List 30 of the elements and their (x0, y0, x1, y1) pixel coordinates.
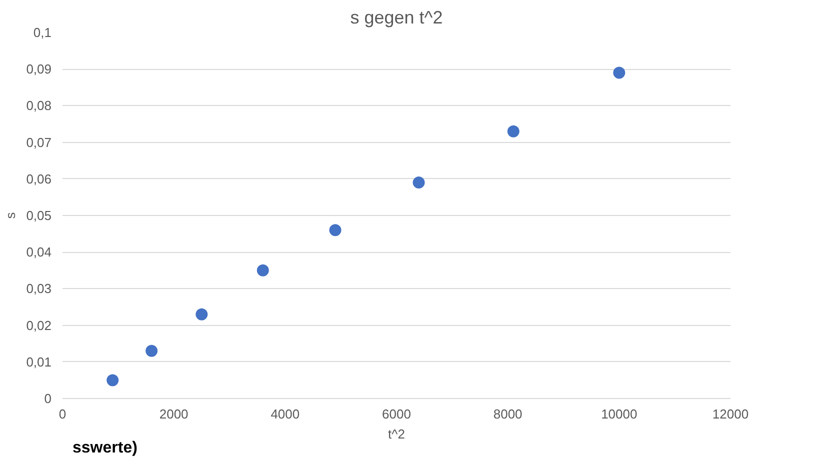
x-tick-label: 4000 (270, 406, 300, 422)
x-tick-label: 8000 (493, 406, 522, 422)
x-tick-label: 12000 (712, 406, 749, 422)
y-tick-label: 0,05 (26, 208, 52, 223)
point (329, 224, 342, 236)
point (196, 308, 208, 320)
point (507, 125, 520, 138)
y-tick-label: 0,02 (26, 318, 52, 333)
y-tick-label: 0,09 (26, 62, 52, 77)
x-axis-title: t^2 (388, 426, 405, 442)
point (613, 66, 626, 79)
y-tick-label: 0,01 (26, 354, 52, 370)
y-tick-label: 0,03 (26, 281, 52, 296)
y-tick-label: 0,1 (33, 25, 52, 40)
y-tick-label: 0,08 (26, 98, 52, 114)
x-tick-label: 2000 (159, 406, 188, 422)
point (106, 374, 119, 386)
x-tick-label: 0 (58, 406, 66, 422)
y-tick-label: 0,04 (26, 244, 52, 260)
text: sswerte) (72, 440, 138, 456)
chart-title: s gegen t^2 (350, 8, 443, 28)
y-axis-title: s (3, 212, 18, 219)
y-tick-label: 0 (44, 391, 52, 406)
y-tick-label: 0,06 (26, 171, 52, 186)
x-tick-label: 10000 (601, 406, 638, 422)
point (146, 344, 158, 357)
y-tick-label: 0,07 (26, 134, 52, 150)
x-tick-label: 6000 (382, 406, 411, 422)
point (256, 264, 269, 276)
point (412, 176, 425, 189)
